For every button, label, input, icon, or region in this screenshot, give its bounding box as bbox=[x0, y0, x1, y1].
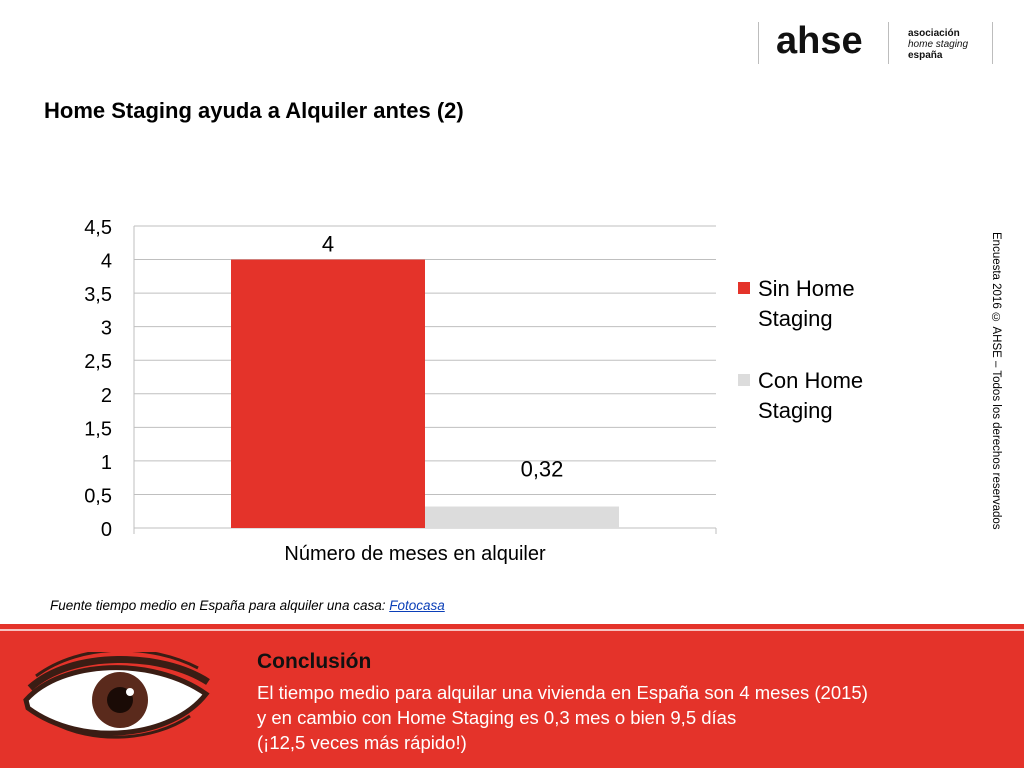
conclusion-line-2: y en cambio con Home Staging es 0,3 mes … bbox=[257, 707, 737, 728]
legend-label: Staging bbox=[758, 398, 833, 423]
source-note: Fuente tiempo medio en España para alqui… bbox=[50, 598, 445, 613]
bar-con-home-staging bbox=[425, 506, 619, 528]
logo-divider-right bbox=[992, 22, 993, 64]
conclusion-line-3: (¡12,5 veces más rápido!) bbox=[257, 732, 467, 753]
y-tick-label: 4,5 bbox=[84, 217, 112, 239]
conclusion-title: Conclusión bbox=[257, 650, 372, 673]
y-tick-label: 3 bbox=[101, 318, 112, 340]
logo-subtitle: asociación home staging españa bbox=[908, 28, 968, 61]
legend-swatch bbox=[738, 374, 750, 386]
logo-brand: ahse bbox=[776, 20, 863, 62]
y-tick-label: 4 bbox=[101, 251, 112, 273]
bar-sin-home-staging bbox=[231, 259, 425, 528]
legend-swatch bbox=[738, 282, 750, 294]
source-prefix: Fuente tiempo medio en España para alqui… bbox=[50, 598, 390, 613]
y-tick-label: 0,5 bbox=[84, 485, 112, 507]
data-label: 4 bbox=[322, 232, 334, 257]
slide-title: Home Staging ayuda a Alquiler antes (2) bbox=[44, 98, 464, 123]
conclusion-band-line bbox=[0, 629, 1024, 631]
logo-line-3: españa bbox=[908, 50, 943, 61]
legend-label: Sin Home bbox=[758, 276, 855, 301]
y-tick-label: 2,5 bbox=[84, 351, 112, 373]
y-tick-label: 2 bbox=[101, 385, 112, 407]
fotocasa-link[interactable]: Fotocasa bbox=[389, 598, 445, 613]
y-tick-label: 0 bbox=[101, 519, 112, 541]
y-tick-label: 1,5 bbox=[84, 418, 112, 440]
x-category-label: Número de meses en alquiler bbox=[284, 543, 546, 565]
y-tick-label: 1 bbox=[101, 452, 112, 474]
y-tick-label: 3,5 bbox=[84, 284, 112, 306]
conclusion-line-1: El tiempo medio para alquilar una vivien… bbox=[257, 682, 868, 703]
logo-line-2: home staging bbox=[908, 39, 969, 50]
eye-icon bbox=[23, 652, 210, 739]
data-label: 0,32 bbox=[521, 457, 564, 482]
ahse-logo: ahse asociación home staging españa bbox=[758, 18, 994, 68]
logo-line-1: asociación bbox=[908, 28, 960, 39]
legend-label: Staging bbox=[758, 306, 833, 331]
logo-divider-left bbox=[758, 22, 759, 64]
legend-label: Con Home bbox=[758, 368, 863, 393]
copyright-note: Encuesta 2016 © AHSE – Todos los derecho… bbox=[990, 232, 1010, 597]
bar-chart: 0 0,5 1 1,5 2 2,5 3 3,5 4 4,5 4 0,32 Número de meses… bbox=[84, 217, 863, 565]
copyright-text: Encuesta 2016 © AHSE – Todos los derecho… bbox=[990, 232, 1002, 530]
conclusion-text: El tiempo medio para alquilar una vivien… bbox=[257, 680, 1017, 755]
logo-divider-middle bbox=[888, 22, 889, 64]
